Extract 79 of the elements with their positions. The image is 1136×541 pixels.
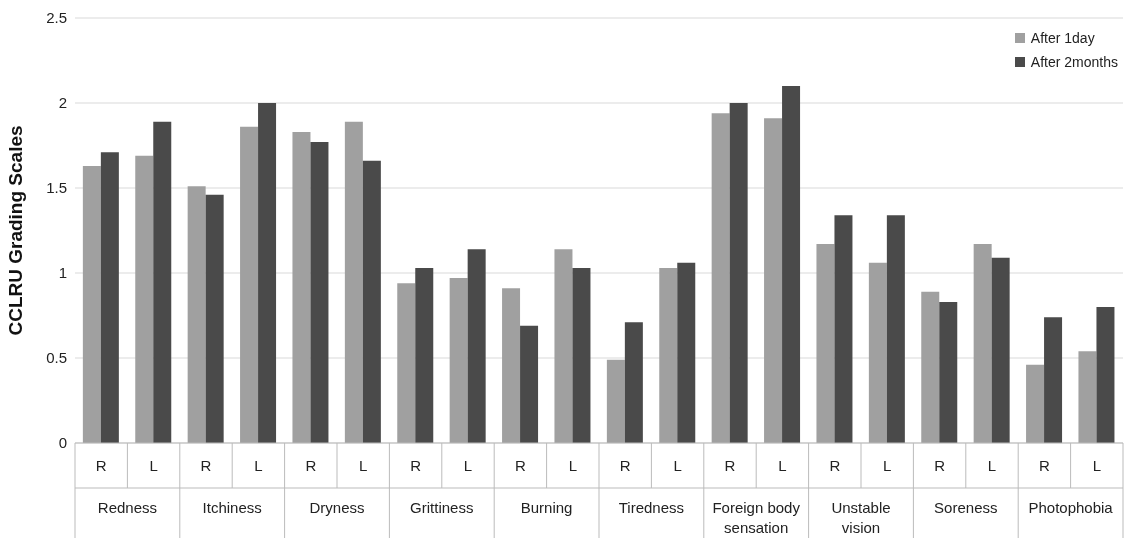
text: Grittiness [410, 499, 474, 516]
bar [258, 103, 277, 443]
x-tick-label: L [673, 457, 682, 474]
text: Itchiness [202, 499, 262, 516]
x-tick-label: L [987, 457, 997, 474]
x-tick-label: L [359, 457, 368, 474]
x-tick-label: R [95, 457, 107, 474]
text: Soreness [934, 499, 998, 516]
bar [205, 194, 224, 443]
y-axis-title: CCLRU Grading Scales [4, 125, 26, 336]
x-tick-label: R [934, 457, 946, 474]
x-tick-label: L [568, 457, 577, 474]
bar [886, 215, 905, 443]
bar [502, 288, 521, 443]
bar [991, 257, 1010, 443]
text: Tiredness [618, 499, 685, 516]
bar [711, 113, 730, 443]
x-tick-label: L [254, 457, 263, 474]
text: Foreign body sensation [712, 499, 801, 536]
bar [1096, 307, 1115, 443]
x-tick-label: R [514, 457, 526, 474]
bar [520, 325, 539, 443]
x-tick-label: L [1092, 457, 1101, 474]
x-tick-label: R [305, 457, 317, 474]
bar [415, 267, 434, 443]
bar [310, 142, 329, 443]
text: Unstable vision [831, 499, 891, 536]
x-tick-label: L [463, 457, 473, 474]
text: Redness [97, 499, 157, 516]
bar [397, 283, 416, 443]
x-tick-label: R [410, 457, 422, 474]
x-tick-label: R [724, 457, 736, 474]
bar [624, 322, 643, 443]
y-tick-label: 0 [58, 434, 67, 452]
bar [939, 301, 958, 443]
x-tick-label: R [1038, 457, 1050, 474]
text: Dryness [309, 499, 365, 516]
y-tick-label: 2 [58, 94, 67, 112]
bar [764, 118, 783, 443]
bar [606, 359, 625, 443]
bar [240, 126, 259, 443]
bar [572, 267, 591, 443]
bar [100, 152, 119, 443]
x-tick-label: R [619, 457, 631, 474]
x-tick-label: R [829, 457, 841, 474]
bar [362, 160, 381, 443]
y-tick-label: 1 [58, 264, 67, 282]
text: Photophobia [1028, 499, 1114, 516]
bar [187, 186, 206, 443]
bar [973, 244, 992, 443]
legend-label: After 1day [1030, 30, 1095, 46]
bar [82, 165, 101, 443]
text: Burning [520, 499, 573, 516]
bar [782, 86, 801, 443]
y-tick-label: 1.5 [46, 179, 67, 197]
x-tick-label: L [149, 457, 158, 474]
bar [677, 262, 696, 443]
bar [921, 291, 940, 443]
bar [659, 267, 678, 443]
bar [816, 244, 835, 443]
legend-label: After 2months [1030, 54, 1118, 70]
x-tick-label: L [883, 457, 892, 474]
bar [1078, 351, 1097, 443]
x-tick-label: L [778, 457, 787, 474]
y-tick-label: 0.5 [46, 349, 67, 367]
y-tick-label: 2.5 [46, 9, 67, 27]
bar [554, 249, 573, 443]
x-tick-label: R [200, 457, 212, 474]
bar [467, 249, 486, 443]
bar [292, 131, 311, 443]
bar [1044, 317, 1063, 443]
bar [153, 121, 172, 443]
bar [449, 278, 468, 443]
bar [344, 121, 363, 443]
bar [868, 262, 887, 443]
bar [135, 155, 154, 443]
bar [1026, 364, 1045, 443]
bar [834, 215, 853, 443]
bar [729, 103, 748, 443]
